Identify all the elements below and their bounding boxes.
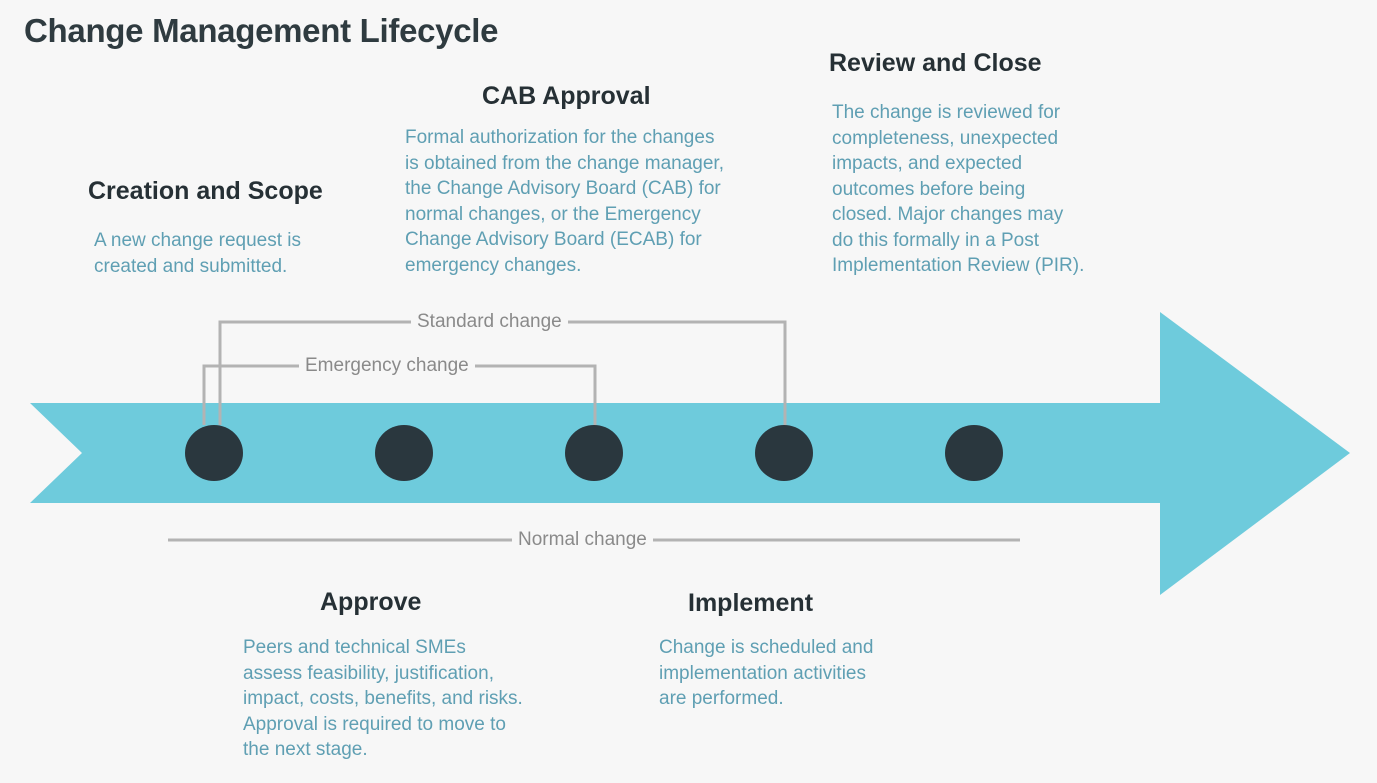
stage-desc-line: impact, costs, benefits, and risks.: [243, 688, 523, 709]
stage-desc-creation: A new change request is created and subm…: [94, 228, 301, 279]
stage-title-implement: Implement: [688, 589, 814, 617]
normal-change-label: Normal change: [512, 529, 653, 551]
stage-desc-line: Formal authorization for the changes: [405, 127, 715, 148]
timeline-arrow: [30, 312, 1350, 595]
stage-desc-line: are performed.: [659, 688, 784, 709]
stage-desc-line: the next stage.: [243, 739, 368, 760]
stage-desc-line: The change is reviewed for: [832, 102, 1061, 123]
standard-change-label: Standard change: [411, 311, 568, 333]
stage-desc-line: created and submitted.: [94, 255, 288, 277]
stage-desc-line: completeness, unexpected: [832, 127, 1059, 149]
stage-title-approve: Approve: [320, 588, 422, 616]
stage-title-creation: Creation and Scope: [88, 177, 323, 205]
stage-desc-line: Implementation Review (PIR).: [832, 255, 1085, 276]
stage-desc-line: assess feasibility, justification,: [243, 662, 494, 684]
stage-desc-review: The change is reviewed for completeness,…: [832, 100, 1084, 279]
stage-desc-line: Peers and technical SMEs: [243, 637, 466, 658]
emergency-change-label: Emergency change: [299, 355, 475, 377]
page-title: Change Management Lifecycle: [24, 12, 499, 49]
stage-desc-approve: Peers and technical SMEs assess feasibil…: [243, 635, 523, 763]
stage-desc-line: outcomes before being: [832, 178, 1026, 200]
stage-node-cab: [565, 425, 623, 481]
stage-desc-line: Change is scheduled and: [659, 637, 874, 658]
stage-title-review: Review and Close: [829, 49, 1042, 77]
stage-desc-line: impacts, and expected: [832, 153, 1023, 174]
stage-desc-line: implementation activities: [659, 662, 866, 684]
stage-desc-cab: Formal authorization for the changes is …: [405, 125, 724, 278]
stage-node-implement: [755, 425, 813, 481]
stage-desc-line: do this formally in a Post: [832, 229, 1039, 251]
stage-title-cab: CAB Approval: [482, 82, 651, 110]
stage-desc-line: the Change Advisory Board (CAB) for: [405, 178, 721, 199]
stage-desc-line: Change Advisory Board (ECAB) for: [405, 229, 702, 250]
stage-desc-line: emergency changes.: [405, 254, 582, 276]
stage-desc-line: A new change request is: [94, 230, 302, 251]
stage-desc-line: closed. Major changes may: [832, 204, 1064, 225]
stage-desc-line: is obtained from the change manager,: [405, 152, 724, 174]
stage-node-approve: [375, 425, 433, 481]
stage-node-creation: [185, 425, 243, 481]
stage-desc-line: normal changes, or the Emergency: [405, 203, 701, 225]
stage-desc-implement: Change is scheduled and implementation a…: [659, 635, 873, 712]
stage-desc-line: Approval is required to move to: [243, 713, 506, 735]
stage-node-review: [945, 425, 1003, 481]
